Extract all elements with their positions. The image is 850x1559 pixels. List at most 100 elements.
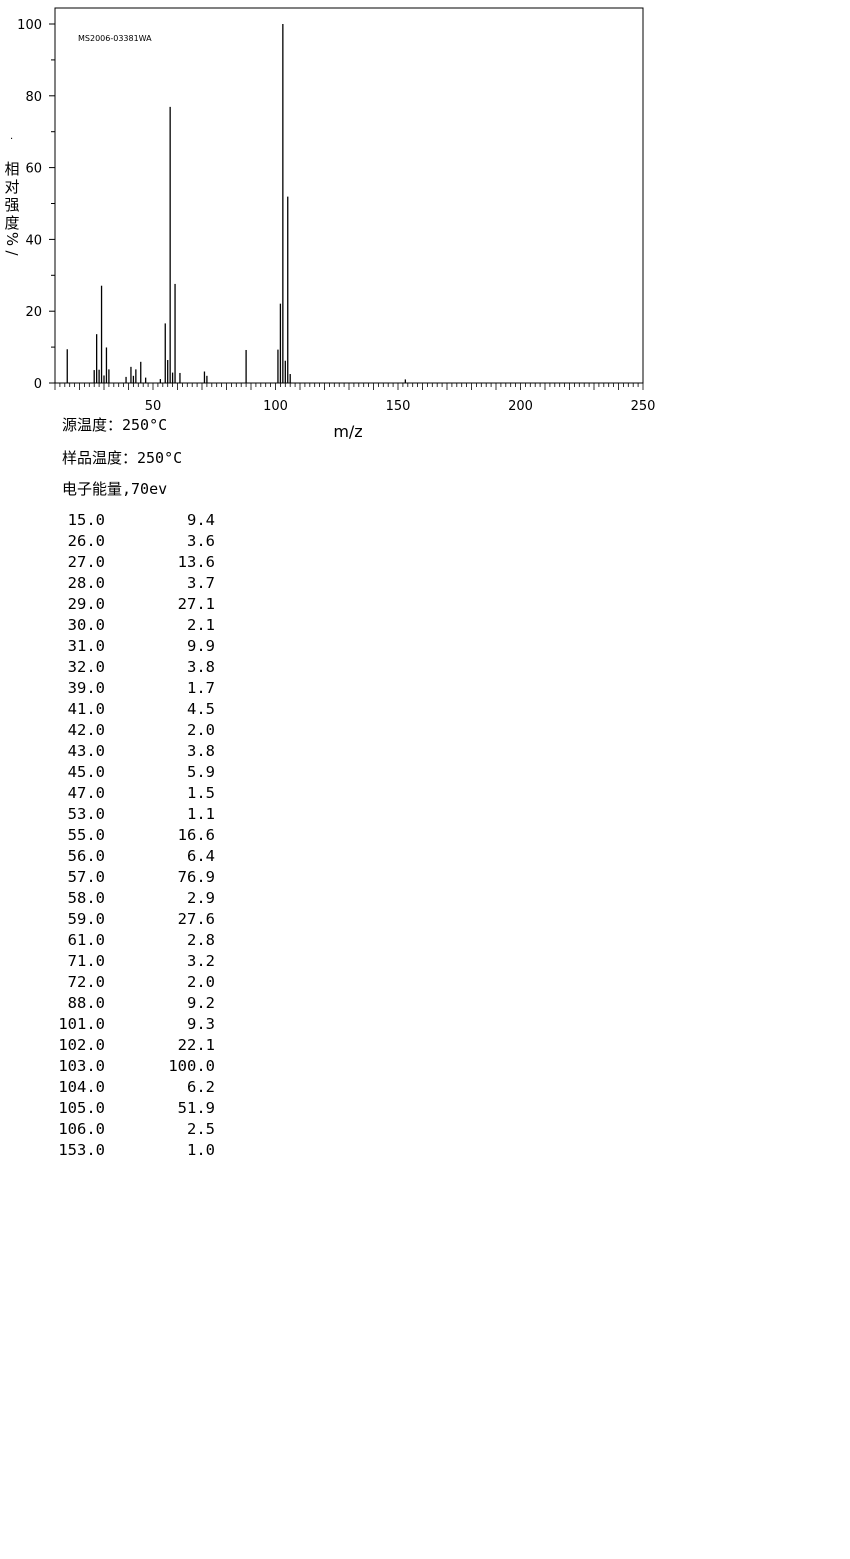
peak-abundance: 9.9 <box>187 637 215 655</box>
peak-row: 61.0 2.8 <box>40 930 215 951</box>
peak-mz: 55.0 <box>67 826 105 844</box>
peak-abundance: 2.1 <box>187 616 215 634</box>
peak-mz: 56.0 <box>67 847 105 865</box>
chart-title: MS2006-03381WA <box>78 34 152 43</box>
peak-mz: 41.0 <box>67 700 105 718</box>
peak-mz: 29.0 <box>67 595 105 613</box>
source-temperature: 源温度：250°C <box>62 416 168 434</box>
peak-abundance: 4.5 <box>187 700 215 718</box>
x-tick-label: 50 <box>145 399 162 414</box>
y-axis-label-char: 相 <box>4 160 20 178</box>
peak-mz: 71.0 <box>67 952 105 970</box>
electron-energy: 电子能量,70ev <box>62 480 168 498</box>
peak-mz: 47.0 <box>67 784 105 802</box>
peak-abundance: 6.2 <box>187 1078 215 1096</box>
peak-mz: 153.0 <box>58 1141 105 1159</box>
peak-abundance: 76.9 <box>177 868 215 886</box>
peak-row: 105.0 51.9 <box>40 1098 215 1119</box>
peak-mz: 32.0 <box>67 658 105 676</box>
peak-table: 15.0 9.4 26.0 3.6 27.0 13.6 28.0 3.7 29.0 27.1 30.… <box>40 510 215 1161</box>
peak-abundance: 1.1 <box>187 805 215 823</box>
peak-mz: 72.0 <box>67 973 105 991</box>
peak-row: 59.0 27.6 <box>40 909 215 930</box>
peak-abundance: 6.4 <box>187 847 215 865</box>
sample-temperature: 样品温度：250°C <box>62 449 183 467</box>
peak-abundance: 3.8 <box>187 742 215 760</box>
y-tick-label: 0 <box>34 377 42 392</box>
peak-row: 106.0 2.5 <box>40 1119 215 1140</box>
peak-row: 71.0 3.2 <box>40 951 215 972</box>
peak-mz: 26.0 <box>67 532 105 550</box>
peak-mz: 101.0 <box>58 1015 105 1033</box>
peak-abundance: 22.1 <box>177 1036 215 1054</box>
peak-mz: 61.0 <box>67 931 105 949</box>
peak-abundance: 1.5 <box>187 784 215 802</box>
x-axis: 50 100 150 200 250 <box>54 383 656 414</box>
peak-row: 47.0 1.5 <box>40 783 215 804</box>
peak-abundance: 100.0 <box>168 1057 215 1075</box>
y-tick-label: 80 <box>25 90 42 105</box>
peak-abundance: 1.0 <box>187 1141 215 1159</box>
peak-row: 72.0 2.0 <box>40 972 215 993</box>
peak-abundance: 9.2 <box>187 994 215 1012</box>
x-tick-label: 150 <box>386 399 411 414</box>
peak-mz: 102.0 <box>58 1036 105 1054</box>
peak-row: 29.0 27.1 <box>40 594 215 615</box>
peak-row: 56.0 6.4 <box>40 846 215 867</box>
peak-mz: 53.0 <box>67 805 105 823</box>
y-tick-label: 20 <box>25 305 42 320</box>
peak-row: 88.0 9.2 <box>40 993 215 1014</box>
y-axis-dot: · <box>10 134 14 145</box>
peak-abundance: 3.8 <box>187 658 215 676</box>
spectrum-peaks <box>66 24 407 383</box>
peak-abundance: 2.0 <box>187 973 215 991</box>
peak-row: 102.0 22.1 <box>40 1035 215 1056</box>
peak-row: 39.0 1.7 <box>40 678 215 699</box>
y-tick-label: 40 <box>25 233 42 248</box>
peak-mz: 106.0 <box>58 1120 105 1138</box>
peak-abundance: 3.2 <box>187 952 215 970</box>
y-axis-label-char: 强 <box>4 196 20 214</box>
y-axis-label-char: / <box>3 250 21 256</box>
peak-row: 153.0 1.0 <box>40 1140 215 1161</box>
peak-mz: 28.0 <box>67 574 105 592</box>
peak-row: 53.0 1.1 <box>40 804 215 825</box>
peak-abundance: 51.9 <box>177 1099 215 1117</box>
x-tick-label: 100 <box>263 399 288 414</box>
peak-mz: 45.0 <box>67 763 105 781</box>
peak-abundance: 9.3 <box>187 1015 215 1033</box>
peak-row: 42.0 2.0 <box>40 720 215 741</box>
peak-abundance: 3.6 <box>187 532 215 550</box>
x-tick-label: 250 <box>631 399 656 414</box>
peak-abundance: 27.1 <box>177 595 215 613</box>
peak-mz: 104.0 <box>58 1078 105 1096</box>
peak-row: 104.0 6.2 <box>40 1077 215 1098</box>
peak-abundance: 2.9 <box>187 889 215 907</box>
peak-mz: 31.0 <box>67 637 105 655</box>
peak-mz: 43.0 <box>67 742 105 760</box>
peak-abundance: 2.0 <box>187 721 215 739</box>
peak-mz: 42.0 <box>67 721 105 739</box>
plot-frame <box>54 7 644 384</box>
peak-abundance: 9.4 <box>187 511 215 529</box>
peak-mz: 105.0 <box>58 1099 105 1117</box>
peak-mz: 59.0 <box>67 910 105 928</box>
peak-row: 41.0 4.5 <box>40 699 215 720</box>
peak-abundance: 2.5 <box>187 1120 215 1138</box>
peak-mz: 27.0 <box>67 553 105 571</box>
peak-row: 103.0 100.0 <box>40 1056 215 1077</box>
y-tick-label: 100 <box>17 18 42 33</box>
peak-row: 101.0 9.3 <box>40 1014 215 1035</box>
peak-row: 31.0 9.9 <box>40 636 215 657</box>
peak-mz: 58.0 <box>67 889 105 907</box>
peak-row: 58.0 2.9 <box>40 888 215 909</box>
peak-abundance: 27.6 <box>177 910 215 928</box>
y-axis-label-char: 度 <box>4 214 20 232</box>
peak-mz: 30.0 <box>67 616 105 634</box>
peak-abundance: 16.6 <box>177 826 215 844</box>
y-tick-label: 60 <box>25 162 42 177</box>
peak-abundance: 13.6 <box>177 553 215 571</box>
y-axis-label: 相对强度% / <box>2 160 22 260</box>
peak-row: 26.0 3.6 <box>40 531 215 552</box>
peak-row: 32.0 3.8 <box>40 657 215 678</box>
